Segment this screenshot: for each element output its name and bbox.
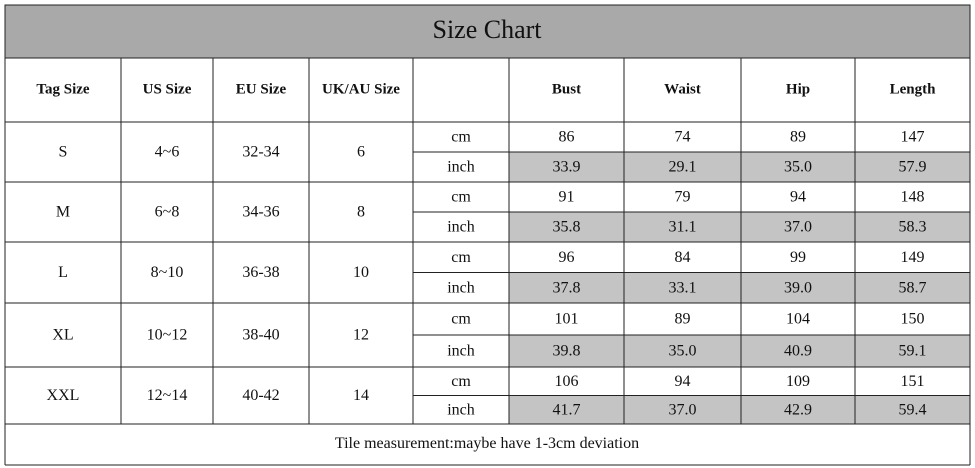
column-header: Length [890,81,937,97]
size-cell: 12~14 [147,387,188,404]
unit-label: cm [451,189,471,206]
size-cell: 36-38 [242,264,279,281]
measure-cell: 94 [675,373,691,390]
measure-cell: 29.1 [669,159,697,176]
unit-label: cm [451,249,471,266]
measure-cell: 57.9 [899,159,927,176]
measure-cell: 84 [675,249,691,266]
measure-cell: 86 [559,129,575,146]
measure-cell: 39.0 [784,279,812,296]
title-bar [4,4,971,59]
measure-cell: 104 [786,311,810,328]
column-header: Tag Size [36,81,90,97]
measure-cell: 37.0 [784,219,812,236]
measure-cell: 96 [559,249,575,266]
measure-cell: 91 [559,189,575,206]
measure-cell: 35.0 [784,159,812,176]
column-header: Waist [664,81,701,97]
unit-label: inch [447,401,475,418]
inch-cell-bg [509,272,970,303]
measure-cell: 59.1 [899,343,927,360]
inch-cell-bg [509,395,970,424]
column-header: UK/AU Size [322,81,400,97]
size-cell: 34-36 [242,204,279,221]
measure-cell: 149 [901,249,925,266]
measure-cell: 59.4 [899,401,927,418]
size-cell: 14 [353,387,369,404]
size-cell: XL [52,327,73,344]
size-cell: 10~12 [147,327,188,344]
measure-cell: 37.0 [669,401,697,418]
measure-cell: 39.8 [553,343,581,360]
size-cell: 38-40 [242,327,279,344]
measure-cell: 148 [901,189,925,206]
unit-label: cm [451,311,471,328]
size-cell: L [58,264,68,281]
measure-cell: 31.1 [669,219,697,236]
inch-cell-bg [509,212,970,242]
measure-cell: 106 [555,373,579,390]
size-cell: XXL [47,387,80,404]
unit-label: inch [447,343,475,360]
unit-label: inch [447,279,475,296]
measure-cell: 94 [790,189,806,206]
size-cell: 8 [357,204,365,221]
measure-cell: 89 [675,311,691,328]
measure-cell: 58.7 [899,279,927,296]
size-cell: M [56,204,70,221]
size-cell: 6~8 [155,204,180,221]
measure-cell: 99 [790,249,806,266]
column-header: EU Size [236,81,287,97]
size-cell: S [59,144,68,161]
measure-cell: 37.8 [553,279,581,296]
measure-cell: 147 [901,129,925,146]
measure-cell: 74 [675,129,691,146]
measure-cell: 35.0 [669,343,697,360]
unit-label: cm [451,129,471,146]
unit-label: inch [447,159,475,176]
unit-label: cm [451,373,471,390]
inch-cell-bg [509,335,970,367]
size-cell: 8~10 [151,264,184,281]
size-cell: 6 [357,144,365,161]
measure-cell: 33.9 [553,159,581,176]
title: Size Chart [432,15,542,44]
measure-cell: 109 [786,373,810,390]
column-header: Bust [552,81,581,97]
unit-label: inch [447,219,475,236]
measure-cell: 58.3 [899,219,927,236]
measure-cell: 35.8 [553,219,581,236]
inch-cell-bg [509,152,970,182]
size-cell: 4~6 [155,144,180,161]
size-cell: 10 [353,264,369,281]
measure-cell: 151 [901,373,925,390]
footnote: Tile measurement:maybe have 1-3cm deviat… [335,435,639,452]
measure-cell: 40.9 [784,343,812,360]
measure-cell: 42.9 [784,401,812,418]
size-cell: 32-34 [242,144,279,161]
measure-cell: 33.1 [669,279,697,296]
measure-cell: 101 [555,311,579,328]
measure-cell: 41.7 [553,401,581,418]
column-header: US Size [143,81,192,97]
size-cell: 40-42 [242,387,279,404]
measure-cell: 150 [901,311,925,328]
size-cell: 12 [353,327,369,344]
measure-cell: 79 [675,189,691,206]
measure-cell: 89 [790,129,806,146]
column-header: Hip [786,81,810,97]
